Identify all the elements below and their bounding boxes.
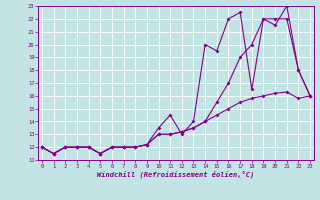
X-axis label: Windchill (Refroidissement éolien,°C): Windchill (Refroidissement éolien,°C)	[97, 170, 255, 178]
